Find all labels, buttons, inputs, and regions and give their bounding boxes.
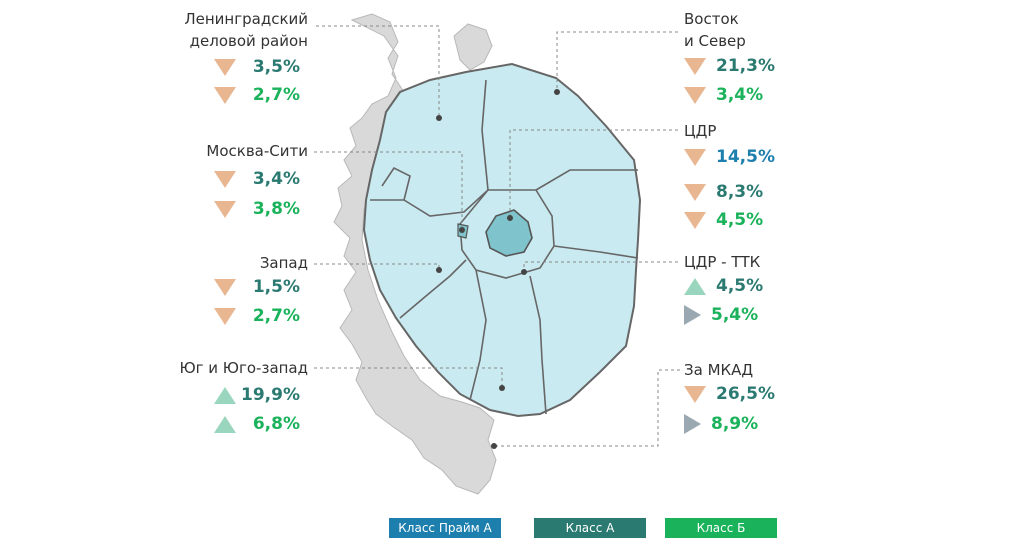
label-cbd-ttk-line1: ЦДР - ТТК xyxy=(684,253,761,271)
stat-value: 5,4% xyxy=(711,305,759,325)
stat-outside-a: 26,5% xyxy=(684,383,775,405)
stat-value: 2,7% xyxy=(252,306,300,326)
down-arrow-icon xyxy=(214,86,236,104)
stat-value: 3,4% xyxy=(252,169,300,189)
leader-east xyxy=(556,31,678,92)
stat-value: 3,5% xyxy=(252,57,300,77)
label-leningradsky-line1: Ленинградский xyxy=(184,10,308,28)
stat-south-b: 6,8% xyxy=(214,413,300,435)
dot-leningradsky xyxy=(436,115,442,121)
dot-east xyxy=(554,89,560,95)
location-dots xyxy=(436,89,560,449)
stat-value: 4,5% xyxy=(716,210,764,230)
down-arrow-icon xyxy=(684,183,706,201)
stat-east-a: 21,3% xyxy=(684,55,775,77)
legend-class-b-label: Класс Б xyxy=(696,521,746,535)
label-cbd-line1: ЦДР xyxy=(684,122,717,140)
side-arrow-icon xyxy=(684,305,701,325)
down-arrow-icon xyxy=(214,200,236,218)
stat-value: 21,3% xyxy=(716,56,775,76)
down-arrow-icon xyxy=(684,86,706,104)
stat-value: 6,8% xyxy=(252,414,300,434)
dot-south xyxy=(499,385,505,391)
stat-cbd-ttk-a: 4,5% xyxy=(684,275,763,297)
legend-class-a-label: Класс А xyxy=(565,521,615,535)
stat-leningradsky-b: 2,7% xyxy=(214,84,300,106)
down-arrow-icon xyxy=(684,385,706,403)
stat-value: 8,3% xyxy=(716,182,764,202)
label-cbd: ЦДР xyxy=(684,120,716,142)
stat-cbd-ttk-b: 5,4% xyxy=(684,304,758,326)
leader-south xyxy=(314,367,503,388)
legend-prime-a-label: Класс Прайм А xyxy=(398,521,492,535)
label-cbd-ttk: ЦДР - ТТК xyxy=(684,251,760,273)
stat-value: 1,5% xyxy=(252,277,300,297)
down-arrow-icon xyxy=(214,278,236,296)
label-south: Юг и Юго-запад xyxy=(179,357,308,379)
label-outside-mkad-line1: За МКАД xyxy=(684,361,754,379)
side-arrow-icon xyxy=(684,414,701,434)
dot-outside xyxy=(491,443,497,449)
dot-west xyxy=(436,267,442,273)
down-arrow-icon xyxy=(214,58,236,76)
stat-value: 3,4% xyxy=(716,85,764,105)
dot-cbd-ttk xyxy=(521,269,527,275)
stat-east-b: 3,4% xyxy=(684,84,763,106)
stat-value: 8,9% xyxy=(711,414,759,434)
up-arrow-icon xyxy=(214,415,236,433)
label-east-north: Восток и Север xyxy=(684,8,746,52)
down-arrow-icon xyxy=(684,57,706,75)
down-arrow-icon xyxy=(684,211,706,229)
stat-value: 14,5% xyxy=(716,147,775,167)
stat-cbd-b: 4,5% xyxy=(684,209,763,231)
label-east-north-line2: и Север xyxy=(684,32,746,50)
outer-territory-north xyxy=(453,23,493,71)
label-leningradsky-line2: деловой район xyxy=(189,32,308,50)
stat-moscow-city-b: 3,8% xyxy=(214,198,300,220)
legend-class-a: Класс А xyxy=(534,518,646,538)
stat-value: 3,8% xyxy=(252,199,300,219)
stat-moscow-city-a: 3,4% xyxy=(214,168,300,190)
down-arrow-icon xyxy=(684,148,706,166)
label-west: Запад xyxy=(260,252,308,274)
up-arrow-icon xyxy=(684,277,706,295)
leader-leningradsky xyxy=(316,25,440,118)
stat-value: 26,5% xyxy=(716,384,775,404)
stat-value: 2,7% xyxy=(252,85,300,105)
stat-value: 4,5% xyxy=(716,276,764,296)
up-arrow-icon xyxy=(214,386,236,404)
label-moscow-city-line1: Москва-Сити xyxy=(206,142,308,160)
stat-value: 19,9% xyxy=(241,385,300,405)
legend-class-b: Класс Б xyxy=(665,518,777,538)
leader-cbd xyxy=(509,129,678,216)
stat-south-a: 19,9% xyxy=(214,384,300,406)
label-east-north-line1: Восток xyxy=(684,10,739,28)
stat-west-a: 1,5% xyxy=(214,276,300,298)
outer-territory xyxy=(333,13,497,495)
down-arrow-icon xyxy=(214,170,236,188)
stat-leningradsky-a: 3,5% xyxy=(214,56,300,78)
stat-cbd-prime: 14,5% xyxy=(684,146,775,168)
label-west-line1: Запад xyxy=(259,254,308,272)
label-leningradsky: Ленинградский деловой район xyxy=(184,8,308,52)
down-arrow-icon xyxy=(214,307,236,325)
label-outside-mkad: За МКАД xyxy=(684,359,753,381)
label-south-line1: Юг и Юго-запад xyxy=(179,359,308,377)
leader-moscow-city xyxy=(314,151,463,230)
label-moscow-city: Москва-Сити xyxy=(206,140,308,162)
dot-cbd xyxy=(507,215,513,221)
leader-outside xyxy=(494,369,680,447)
dot-moscow-city xyxy=(459,227,465,233)
stat-cbd-a: 8,3% xyxy=(684,181,763,203)
stat-outside-b: 8,9% xyxy=(684,413,758,435)
stat-west-b: 2,7% xyxy=(214,305,300,327)
cbd-area xyxy=(485,209,533,257)
legend-prime-a: Класс Прайм А xyxy=(389,518,501,538)
